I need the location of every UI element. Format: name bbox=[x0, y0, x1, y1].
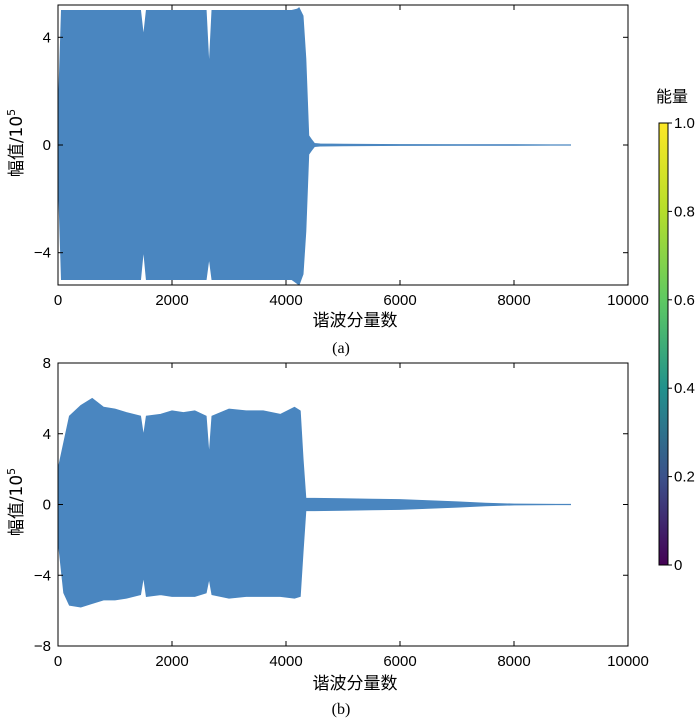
colorbar-tick-label: 1.0 bbox=[674, 115, 695, 132]
panel-a-x-axis-label: 谐波分量数 bbox=[313, 311, 398, 331]
panel-a-signal-envelope bbox=[57, 7, 572, 286]
panel-a-signal bbox=[57, 7, 572, 286]
panel-a-caption: (a) bbox=[332, 340, 350, 357]
panel-a-y-axis-label-exponent: 5 bbox=[5, 109, 18, 116]
panel-b-y-tick-label: −4 bbox=[34, 567, 51, 584]
colorbar-gradient bbox=[658, 122, 669, 566]
panel-b-y-tick-label: −8 bbox=[34, 638, 51, 655]
panel-a-y-axis-label-base: 幅值/10 bbox=[7, 116, 27, 177]
panel-a-x-tick-label: 6000 bbox=[383, 292, 416, 309]
panel-a-x-tick-label: 10000 bbox=[607, 292, 649, 309]
panel-b-y-tick-label: 4 bbox=[43, 426, 51, 443]
panel-b-x-tick-label: 8000 bbox=[497, 653, 530, 670]
panel-b-y-axis-label-exponent: 5 bbox=[5, 468, 18, 475]
panel-b-x-axis-label: 谐波分量数 bbox=[313, 674, 398, 694]
panel-a-x-tick-label: 2000 bbox=[155, 292, 188, 309]
colorbar-tick-label: 0 bbox=[674, 557, 682, 574]
panel-b-y-axis-label-base: 幅值/10 bbox=[7, 475, 27, 536]
panel-b-x-tick-label: 10000 bbox=[607, 653, 649, 670]
panel-a: 0 2000 4000 6000 8000 10000−404 谐波分量数 幅值/105 … bbox=[5, 4, 649, 357]
colorbar: 能量 0 0.2 0.4 0.6 0.8 1.0 bbox=[656, 87, 695, 574]
panel-a-y-axis-label: 幅值/105 bbox=[5, 109, 27, 177]
panel-b-y-tick-label: 0 bbox=[43, 497, 51, 514]
panel-a-x-tick-label: 8000 bbox=[497, 292, 530, 309]
colorbar-tick-label: 0.4 bbox=[674, 380, 695, 397]
panel-b-caption: (b) bbox=[332, 701, 351, 718]
panel-a-y-tick-label: 0 bbox=[43, 137, 51, 154]
panel-b: 0 2000 4000 6000 8000 10000 −8 −4 0 4 8 谐波分量数 幅值/1… bbox=[5, 355, 649, 718]
panel-b-y-tick-label: 8 bbox=[43, 355, 51, 372]
panel-b-signal-envelope bbox=[57, 397, 572, 608]
panel-b-x-tick-label: 0 bbox=[54, 653, 62, 670]
panel-a-y-tick-label: 4 bbox=[43, 29, 51, 46]
panel-b-signal bbox=[57, 397, 572, 608]
panel-b-ticks: 0 2000 4000 6000 8000 10000 −8 −4 0 4 8 bbox=[34, 355, 649, 670]
colorbar-tick-label: 0.8 bbox=[674, 203, 695, 220]
panel-a-ticks: 0 2000 4000 6000 8000 10000 −4 0 4 bbox=[34, 5, 649, 309]
panel-b-x-tick-label: 4000 bbox=[269, 653, 302, 670]
panel-a-y-tick-label: −4 bbox=[34, 245, 51, 262]
panel-b-x-tick-label: 6000 bbox=[383, 653, 416, 670]
panel-a-x-tick-label: 4000 bbox=[269, 292, 302, 309]
panel-a-x-tick-label: 0 bbox=[54, 292, 62, 309]
colorbar-tick-label: 0.2 bbox=[674, 469, 695, 486]
colorbar-ticks: 0 0.2 0.4 0.6 0.8 1.0 bbox=[668, 115, 695, 574]
colorbar-tick-label: 0.6 bbox=[674, 292, 695, 309]
colorbar-title: 能量 bbox=[656, 87, 688, 106]
panel-b-y-axis-label: 幅值/105 bbox=[5, 468, 27, 536]
panel-b-x-tick-label: 2000 bbox=[155, 653, 188, 670]
